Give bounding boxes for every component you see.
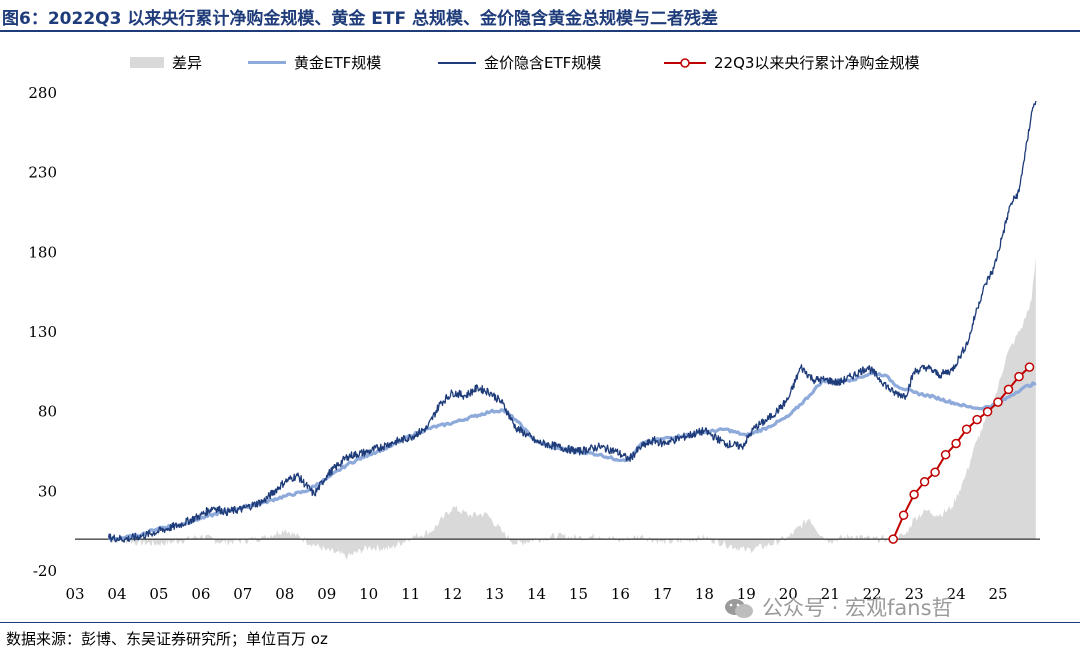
- wechat-icon: [725, 599, 753, 618]
- x-tick-label: 18: [695, 585, 714, 603]
- cb-marker: [951, 438, 961, 449]
- x-tick-label: 19: [737, 585, 756, 603]
- axis-group: 280 230 180 130 80 30 -20 03 04 05 06 07 08 09 10 11 12 1…: [28, 84, 1040, 603]
- watermark-text: 公众号 · 宏观fans哲: [762, 596, 953, 620]
- x-tick-label: 07: [233, 585, 252, 603]
- x-tick-label: 06: [191, 585, 210, 603]
- x-tick-label: 24: [947, 585, 966, 603]
- y-tick-label: 180: [28, 243, 57, 261]
- source-note: 数据来源：彭博、东吴证券研究所；单位百万 oz: [6, 630, 328, 648]
- source-divider: [0, 622, 1080, 623]
- legend-swatch-etf: [248, 61, 286, 64]
- cb-marker: [1024, 362, 1035, 372]
- cb-line-group: [888, 362, 1035, 544]
- cb-marker: [888, 534, 898, 544]
- etf-line: [107, 371, 1037, 541]
- chart-svg: 280 230 180 130 80 30 -20 03 04 05 06 07 08 09 10 11 12 1…: [28, 84, 1040, 603]
- x-tick-label: 15: [569, 585, 588, 603]
- legend-item-implied: 金价隐含ETF规模: [438, 52, 601, 73]
- x-tick-label: 23: [905, 585, 924, 603]
- x-tick-label: 10: [359, 585, 378, 603]
- legend-label-diff: 差异: [172, 54, 203, 72]
- legend-swatch-diff: [130, 57, 164, 68]
- x-tick-label: 05: [149, 585, 168, 603]
- x-tick-label: 16: [611, 585, 630, 603]
- legend-item-etf: 黄金ETF规模: [248, 52, 381, 73]
- legend-swatch-implied: [438, 61, 476, 64]
- legend-item-diff: 差异: [130, 52, 202, 73]
- x-tick-label: 21: [821, 585, 840, 603]
- legend-label-implied: 金价隐含ETF规模: [484, 54, 602, 72]
- cb-marker: [919, 477, 930, 487]
- cb-marker: [961, 424, 972, 434]
- diff-area: [108, 257, 1036, 560]
- title-bar: 图6：2022Q3 以来央行累计净购金规模、黄金 ETF 总规模、金价隐含黄金总…: [0, 0, 1080, 32]
- cb-marker: [940, 449, 951, 460]
- x-tick-label: 14: [527, 585, 546, 603]
- legend-item-cb: 22Q3以来央行累计净购金规模: [664, 52, 919, 73]
- implied-line: [107, 100, 1037, 543]
- y-tick-label: 280: [28, 84, 57, 102]
- x-tick-label: 20: [779, 585, 798, 603]
- x-tick-label: 08: [275, 585, 294, 603]
- cb-marker: [1003, 384, 1014, 395]
- y-tick-label: 230: [28, 164, 57, 182]
- legend-label-cb: 22Q3以来央行累计净购金规模: [714, 54, 920, 72]
- legend-label-etf: 黄金ETF规模: [294, 54, 382, 72]
- cb-marker: [993, 397, 1003, 407]
- x-tick-label: 11: [401, 585, 420, 603]
- legend: 差异 黄金ETF规模 金价隐含ETF规模 22Q3以来央行累计净购金规模: [0, 52, 1080, 78]
- x-tick-label: 22: [863, 585, 882, 603]
- cb-marker: [898, 510, 909, 520]
- x-tick-label: 25: [988, 585, 1007, 603]
- x-tick-label: 04: [107, 585, 126, 603]
- cb-marker: [909, 489, 919, 500]
- etf-line-group: [107, 371, 1037, 541]
- diff-area-group: [108, 257, 1036, 560]
- cb-marker: [982, 406, 993, 417]
- x-tick-label: 09: [317, 585, 336, 603]
- x-tick-label: 03: [65, 585, 84, 603]
- y-tick-label: -20: [33, 562, 57, 580]
- implied-line-group: [107, 100, 1037, 543]
- watermark: 公众号 · 宏观fans哲: [724, 592, 953, 622]
- cb-marker: [1014, 371, 1024, 382]
- cb-marker: [972, 414, 982, 425]
- cb-marker: [930, 467, 940, 477]
- x-tick-label: 17: [653, 585, 672, 603]
- legend-swatch-cb: [664, 57, 706, 69]
- y-tick-label: 130: [28, 323, 57, 341]
- x-tick-label: 13: [485, 585, 504, 603]
- x-tick-label: 12: [443, 585, 462, 603]
- y-tick-label: 30: [38, 482, 57, 500]
- y-tick-label: 80: [38, 403, 57, 421]
- figure-title: 图6：2022Q3 以来央行累计净购金规模、黄金 ETF 总规模、金价隐含黄金总…: [2, 9, 718, 29]
